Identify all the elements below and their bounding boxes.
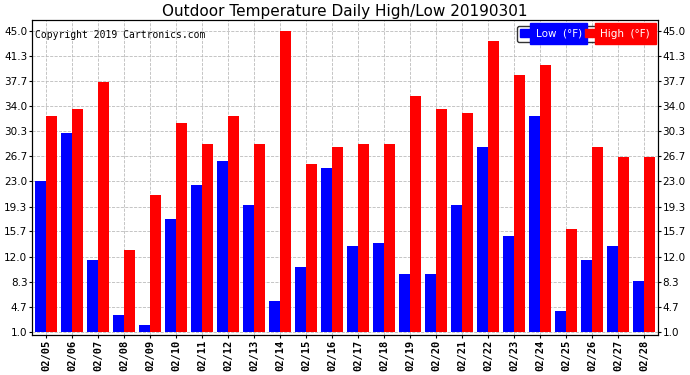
Bar [332,147,343,332]
Bar [61,134,72,332]
Bar [228,116,239,332]
Bar [373,243,384,332]
Bar [514,75,525,332]
Bar [295,267,306,332]
Bar [254,144,265,332]
Bar [477,147,488,332]
Bar [529,116,540,332]
Bar [306,164,317,332]
Bar [35,181,46,332]
Bar [280,31,291,332]
Bar [384,144,395,332]
Bar [399,274,410,332]
Bar [87,260,98,332]
Bar [46,116,57,332]
Bar [451,205,462,332]
Bar [358,144,369,332]
Bar [555,312,566,332]
Bar [607,246,618,332]
Text: Copyright 2019 Cartronics.com: Copyright 2019 Cartronics.com [34,30,205,40]
Bar [176,123,187,332]
Title: Outdoor Temperature Daily High/Low 20190301: Outdoor Temperature Daily High/Low 20190… [162,4,528,19]
Bar [321,168,332,332]
Bar [633,280,644,332]
Bar [592,147,603,332]
Bar [347,246,358,332]
Bar [72,110,83,332]
Bar [436,110,447,332]
Bar [269,301,280,332]
Bar [191,185,202,332]
Bar [113,315,124,332]
Bar [644,158,655,332]
Bar [202,144,213,332]
Bar [618,158,629,332]
Bar [217,161,228,332]
Bar [165,219,176,332]
Bar [462,113,473,332]
Legend: Low  (°F), High  (°F): Low (°F), High (°F) [517,26,653,42]
Bar [139,325,150,332]
Bar [150,195,161,332]
Bar [488,41,499,332]
Bar [124,250,135,332]
Bar [243,205,254,332]
Bar [410,96,421,332]
Bar [540,65,551,332]
Bar [566,229,577,332]
Bar [503,236,514,332]
Bar [425,274,436,332]
Bar [581,260,592,332]
Bar [98,82,109,332]
